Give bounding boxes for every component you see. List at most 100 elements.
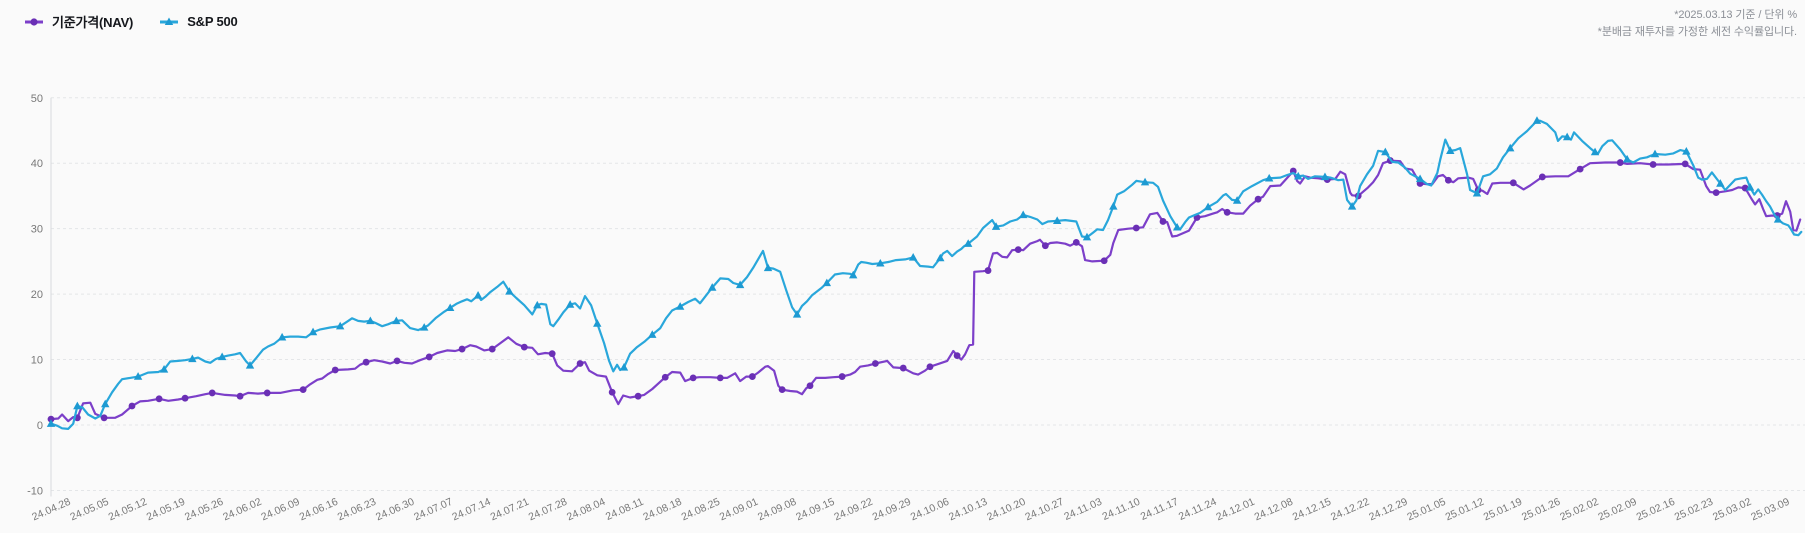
nav-point-marker — [1100, 257, 1108, 265]
nav-point-marker — [100, 414, 108, 422]
sp500-point-marker — [217, 352, 227, 361]
sp500-point-marker — [963, 239, 973, 247]
x-axis-tick-label: 25.01.26 — [1520, 496, 1562, 524]
nav-point-marker — [331, 366, 339, 374]
x-axis-tick-label: 24.06.30 — [374, 496, 416, 524]
sp500-point-marker — [1052, 216, 1062, 224]
nav-point-marker — [953, 352, 961, 360]
nav-point-marker — [871, 360, 879, 367]
y-axis-tick-label: 0 — [37, 420, 43, 432]
sp500-point-marker — [133, 372, 143, 380]
nav-point-marker — [393, 357, 401, 365]
x-axis-tick-label: 24.12.08 — [1253, 496, 1295, 524]
x-axis-tick-label: 24.09.29 — [871, 496, 913, 524]
nav-point-marker — [806, 382, 814, 390]
nav-point-marker — [689, 374, 697, 382]
sp500-point-marker — [101, 399, 110, 408]
x-axis-tick-label: 24.06.16 — [298, 496, 340, 524]
x-axis-tick-label: 24.07.14 — [450, 496, 492, 524]
x-axis-tick-label: 24.12.22 — [1329, 496, 1371, 524]
sp500-point-marker — [1381, 147, 1390, 156]
x-axis-tick-label: 24.11.24 — [1177, 496, 1219, 523]
sp500-point-marker — [1773, 215, 1783, 223]
sp500-point-marker — [763, 263, 773, 272]
x-axis-tick-label: 24.11.03 — [1062, 496, 1104, 523]
sp500-point-marker — [1622, 154, 1632, 163]
sp500-point-marker — [792, 309, 802, 318]
x-axis-tick-label: 24.10.13 — [947, 496, 989, 524]
nav-line — [49, 159, 1802, 423]
nav-point-marker — [748, 373, 756, 380]
sp500-point-marker — [366, 316, 375, 325]
nav-point-marker — [1041, 242, 1049, 250]
x-axis-tick-label: 24.06.23 — [336, 496, 378, 524]
sp500-point-marker — [1203, 202, 1213, 211]
sp500-point-marker — [565, 300, 575, 308]
legend-label-nav: 기준가격(NAV) — [52, 15, 134, 30]
nav-point-marker — [984, 267, 992, 274]
nav-point-marker — [1014, 246, 1022, 253]
x-axis-tick-label: 24.08.18 — [641, 496, 683, 524]
sp500-point-marker — [1745, 183, 1755, 191]
nav-point-marker — [1132, 224, 1140, 232]
sp500-point-marker — [648, 330, 657, 338]
nav-point-marker — [1444, 176, 1452, 184]
x-axis-tick-label: 24.06.02 — [221, 496, 263, 524]
sp500-point-marker — [1415, 174, 1425, 183]
nav-point-marker — [520, 343, 528, 351]
legend-item-sp500[interactable]: S&P 500 — [159, 14, 238, 29]
nav-point-marker — [1072, 238, 1080, 246]
x-axis-tick-label: 24.09.08 — [756, 496, 798, 524]
x-axis-tick-label: 24.05.26 — [183, 496, 225, 524]
x-axis-tick-label: 25.02.02 — [1558, 496, 1600, 524]
nav-point-marker — [716, 374, 724, 382]
x-axis-tick-label: 24.09.15 — [794, 496, 836, 524]
sp500-point-marker — [876, 258, 885, 267]
nav-point-marker — [548, 350, 556, 358]
sp500-point-marker — [708, 283, 717, 291]
sp500-point-marker — [46, 419, 56, 427]
legend-item-nav[interactable]: 기준가격(NAV) — [24, 12, 133, 31]
nav-legend-marker-icon — [25, 17, 43, 26]
nav-point-marker — [47, 415, 55, 423]
sp500-point-marker — [73, 401, 82, 410]
nav-point-marker — [926, 363, 934, 371]
nav-point-marker — [576, 360, 584, 367]
nav-point-marker — [299, 386, 307, 394]
chart-legend: 기준가격(NAV) S&P 500 — [24, 12, 238, 31]
sp500-point-marker — [1562, 132, 1572, 141]
x-axis-tick-label: 24.07.07 — [412, 496, 454, 524]
nav-point-marker — [1223, 208, 1231, 216]
x-axis-tick-label: 24.09.01 — [718, 496, 760, 524]
x-axis-tick-label: 25.02.09 — [1596, 496, 1638, 524]
y-axis-tick-label: 20 — [31, 289, 43, 301]
sp500-legend-marker-icon — [160, 17, 179, 25]
sp500-point-marker — [1446, 146, 1455, 154]
nav-point-marker — [181, 394, 189, 402]
x-axis-tick-label: 25.03.09 — [1749, 496, 1791, 524]
sp500-point-marker — [1232, 196, 1242, 204]
nav-point-marker — [1576, 165, 1584, 173]
legend-label-sp500: S&P 500 — [187, 14, 238, 29]
x-axis-tick-label: 24.05.19 — [145, 496, 187, 524]
sp500-point-marker — [533, 300, 542, 309]
nav-point-marker — [208, 389, 216, 397]
sp500-point-marker — [619, 363, 629, 371]
footnote-disclaimer: *분배금 재투자를 가정한 세전 수익률입니다. — [1597, 26, 1797, 39]
nav-point-marker — [838, 373, 846, 380]
sp500-point-marker — [1320, 172, 1330, 181]
y-axis-tick-label: 30 — [31, 224, 43, 236]
nav-point-marker — [236, 392, 244, 400]
nav-point-marker — [1712, 189, 1720, 197]
y-axis-tick-label: 40 — [31, 158, 43, 170]
nav-point-marker — [1681, 160, 1689, 168]
sp500-point-marker — [505, 287, 514, 295]
sp500-point-marker — [1082, 232, 1092, 241]
sp500-point-marker — [445, 303, 455, 312]
x-axis-tick-label: 24.08.04 — [565, 496, 607, 524]
sp500-point-marker — [277, 332, 287, 341]
sp500-point-marker — [245, 361, 255, 369]
sp500-point-marker — [1716, 179, 1725, 187]
